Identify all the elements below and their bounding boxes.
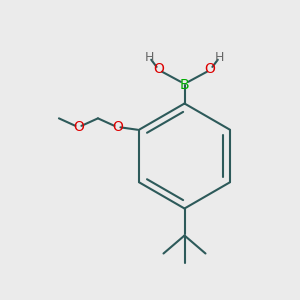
Text: H: H xyxy=(145,51,154,64)
Text: B: B xyxy=(180,78,189,92)
Text: O: O xyxy=(112,120,123,134)
Text: O: O xyxy=(205,62,215,76)
Text: O: O xyxy=(73,120,84,134)
Text: O: O xyxy=(154,62,164,76)
Text: H: H xyxy=(215,51,224,64)
